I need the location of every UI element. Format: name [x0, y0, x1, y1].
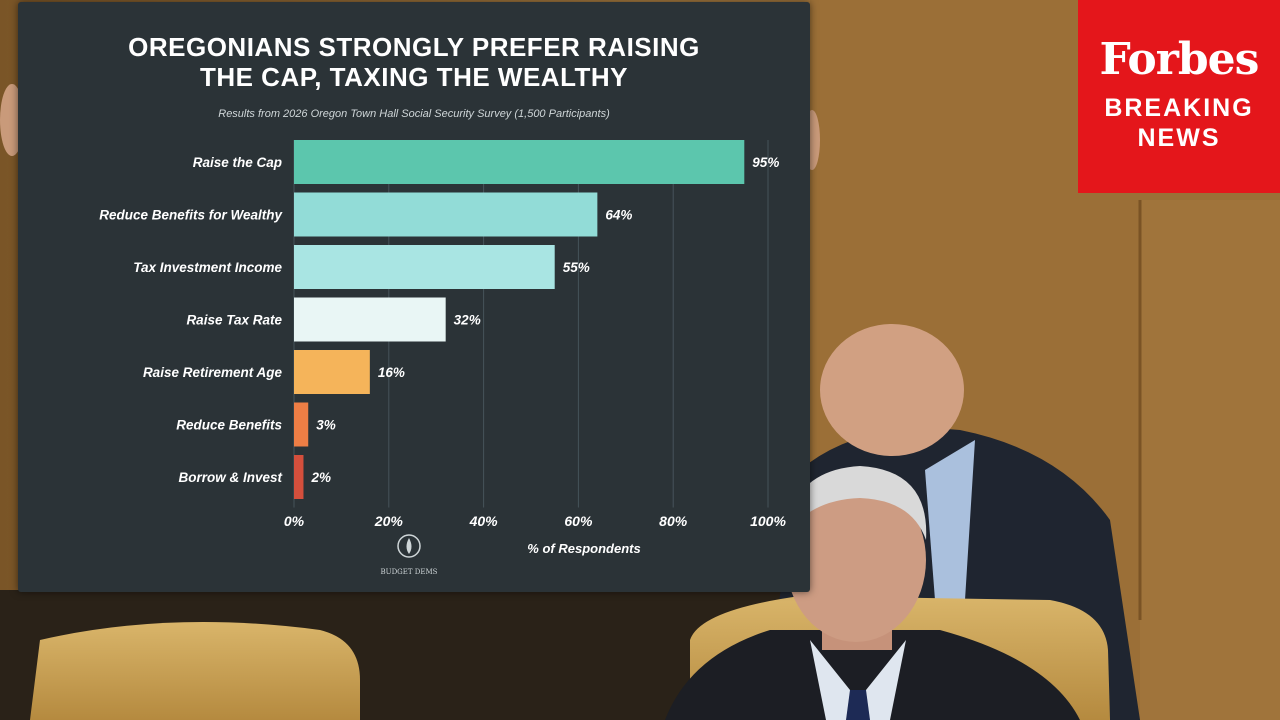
chart-title-line1: OREGONIANS STRONGLY PREFER RAISING — [128, 32, 700, 62]
x-tick-label: 0% — [284, 513, 305, 529]
bar — [294, 297, 446, 342]
breaking-label: BREAKING — [1104, 94, 1254, 122]
x-tick-label: 20% — [374, 513, 404, 529]
x-tick-label: 80% — [659, 513, 688, 529]
data-label: 32% — [454, 313, 481, 328]
data-label: 3% — [316, 418, 336, 433]
data-label: 55% — [563, 260, 590, 275]
forbes-breaking-news-badge: Forbes BREAKING NEWS — [1078, 0, 1280, 193]
x-axis-label: % of Respondents — [527, 541, 640, 556]
bars — [294, 140, 745, 499]
senator-head — [786, 478, 926, 642]
category-label: Raise the Cap — [193, 155, 282, 170]
chart-title-line2: THE CAP, TAXING THE WEALTHY — [199, 62, 629, 92]
category-label: Borrow & Invest — [178, 470, 282, 485]
bar — [294, 245, 555, 289]
category-label: Raise Tax Rate — [186, 313, 282, 328]
left-chair — [30, 622, 360, 720]
bar — [294, 140, 745, 184]
bar — [294, 402, 309, 447]
budget-dems-logo: BUDGET DEMS — [381, 534, 438, 576]
x-tick-label: 60% — [564, 513, 593, 529]
news-label: NEWS — [1137, 124, 1221, 152]
bar — [294, 192, 598, 237]
x-tick-label: 100% — [750, 513, 786, 529]
senator-body — [665, 630, 1080, 720]
data-label: 95% — [752, 155, 779, 170]
forbes-logo: Forbes — [1099, 34, 1260, 85]
category-label: Reduce Benefits — [176, 418, 282, 433]
logo-text: BUDGET DEMS — [381, 568, 438, 576]
labels: 0% 20% 40% 60% 80% 100% Raise the Cap 95% Reduce… — [99, 155, 786, 529]
bar-chart: 0% 20% 40% 60% 80% 100% Raise the Cap 95% Reduce… — [99, 140, 786, 576]
chart-board: OREGONIANS STRONGLY PREFER RAISING THE C… — [18, 2, 810, 592]
data-label: 2% — [310, 470, 331, 485]
chart-subtitle: Results from 2026 Oregon Town Hall Socia… — [218, 108, 610, 120]
bar — [294, 455, 304, 499]
bar — [294, 350, 370, 394]
category-label: Raise Retirement Age — [143, 365, 283, 380]
chart-title: OREGONIANS STRONGLY PREFER RAISING THE C… — [18, 32, 810, 92]
data-label: 16% — [378, 365, 405, 380]
category-label: Tax Investment Income — [133, 260, 282, 275]
data-label: 64% — [605, 208, 632, 223]
staffer-head — [820, 324, 964, 456]
category-label: Reduce Benefits for Wealthy — [99, 208, 283, 223]
x-tick-label: 40% — [469, 513, 499, 529]
